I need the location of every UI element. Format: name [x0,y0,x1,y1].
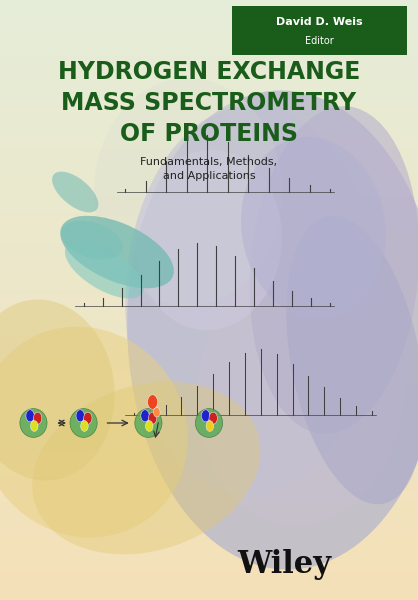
Circle shape [145,421,153,431]
Ellipse shape [0,326,188,538]
FancyBboxPatch shape [232,6,407,55]
Circle shape [148,412,157,424]
Ellipse shape [70,409,97,437]
Text: HYDROGEN EXCHANGE: HYDROGEN EXCHANGE [58,60,360,84]
Ellipse shape [61,221,123,259]
Circle shape [148,395,158,409]
Ellipse shape [197,254,405,526]
Ellipse shape [94,78,282,306]
Ellipse shape [127,91,418,569]
Circle shape [31,421,38,431]
Ellipse shape [241,137,386,319]
Circle shape [141,410,149,422]
Ellipse shape [195,409,222,437]
Text: Wiley: Wiley [237,548,331,580]
Circle shape [209,412,217,424]
Text: David D. Weis: David D. Weis [276,17,363,27]
Circle shape [153,407,160,417]
Text: and Applications: and Applications [163,172,255,181]
Circle shape [76,410,84,422]
Ellipse shape [286,216,418,504]
Circle shape [201,410,210,422]
Ellipse shape [52,172,98,212]
Ellipse shape [32,382,260,554]
Circle shape [26,410,34,422]
Text: OF PROTEINS: OF PROTEINS [120,122,298,146]
Ellipse shape [65,242,144,298]
Circle shape [81,421,88,431]
Text: Fundamentals, Methods,: Fundamentals, Methods, [140,157,278,167]
Text: Editor: Editor [305,37,334,46]
Ellipse shape [250,106,418,434]
Ellipse shape [60,216,174,288]
Ellipse shape [136,150,282,330]
Text: MASS SPECTROMETRY: MASS SPECTROMETRY [61,91,357,115]
Ellipse shape [0,299,115,481]
Ellipse shape [135,409,162,437]
Circle shape [33,412,42,424]
Ellipse shape [20,409,47,437]
Circle shape [84,412,92,424]
Circle shape [206,421,214,431]
Ellipse shape [125,105,376,495]
